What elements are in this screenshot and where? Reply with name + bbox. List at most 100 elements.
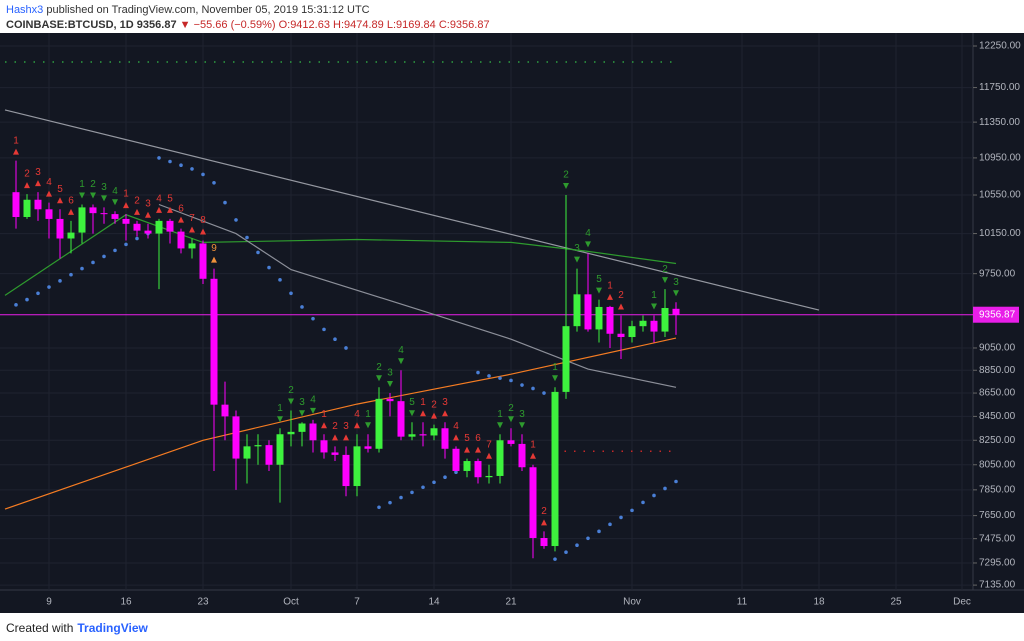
chart: 12250.00 11750.00 11350.00 10950.00 10550.00…	[0, 33, 1024, 613]
x-tick-label: 14	[428, 597, 440, 608]
td-count: 2	[508, 403, 514, 414]
y-tick-label: 9050.00	[979, 343, 1016, 354]
x-tick-label: 11	[737, 597, 748, 608]
candle-body	[617, 333, 625, 338]
sar-dot	[564, 550, 568, 555]
td-triangle	[541, 519, 547, 526]
candle-body	[221, 404, 229, 417]
ohlc: O:9412.63 H:9474.89 L:9169.84 C:9356.87	[278, 19, 490, 31]
td-count: 3	[519, 409, 525, 420]
td-count: 1	[497, 409, 503, 420]
candle-body	[452, 448, 460, 471]
candle-body	[78, 207, 86, 233]
candle-body	[551, 391, 559, 547]
author[interactable]: Hashx3	[6, 4, 44, 16]
sar-dot	[80, 266, 84, 271]
td-triangle	[618, 303, 624, 310]
sar-dot	[597, 529, 601, 534]
td-count: 3	[387, 368, 393, 379]
td-count: 3	[299, 397, 305, 408]
td-triangle	[90, 192, 96, 199]
td-triangle	[200, 228, 206, 235]
candle-body	[386, 398, 394, 402]
sar-dot	[509, 378, 513, 383]
td-triangle	[431, 412, 437, 419]
candle-body	[122, 218, 130, 224]
td-count: 7	[486, 439, 492, 450]
td-triangle	[519, 422, 525, 429]
td-count: 9	[211, 243, 217, 254]
sar-dot	[663, 486, 667, 491]
sar-dot	[190, 167, 194, 171]
sar-dot	[377, 505, 381, 510]
td-count: 4	[398, 345, 404, 356]
td-triangle	[563, 183, 569, 190]
candle-body	[309, 423, 317, 441]
x-tick-label: 23	[197, 597, 209, 608]
td-triangle	[486, 452, 492, 459]
y-tick-label: 8850.00	[979, 365, 1016, 376]
td-count: 5	[464, 433, 470, 444]
td-count: 1	[552, 362, 558, 373]
td-triangle	[112, 199, 118, 206]
td-triangle	[167, 206, 173, 213]
sar-dot	[641, 500, 645, 505]
candle-body	[12, 192, 20, 218]
td-triangle	[46, 190, 52, 197]
sar-dot	[245, 235, 249, 240]
candle-body	[463, 461, 471, 471]
candle-body	[661, 308, 669, 332]
y-tick-label: 11750.00	[979, 82, 1020, 93]
td-triangle	[123, 202, 129, 209]
td-count: 1	[321, 409, 327, 420]
td-count: 2	[90, 179, 96, 190]
sar-dot	[443, 475, 447, 480]
td-triangle	[651, 303, 657, 310]
td-count: 3	[442, 397, 448, 408]
sar-dot	[14, 303, 18, 307]
y-tick-label: 7135.00	[979, 580, 1016, 591]
sar-dot	[311, 316, 315, 321]
td-triangle	[288, 398, 294, 405]
x-tick-label: 9	[46, 597, 52, 608]
candle-body	[397, 401, 405, 437]
td-count: 4	[46, 177, 52, 188]
td-count: 2	[134, 196, 140, 207]
td-triangle	[497, 422, 503, 429]
sar-dot	[542, 391, 546, 395]
td-count: 7	[189, 213, 195, 224]
sar-dot	[674, 479, 678, 484]
sar-dot	[586, 536, 590, 541]
candle-body	[56, 218, 64, 239]
candle-body	[100, 213, 108, 215]
candle-body	[232, 416, 240, 459]
td-triangle	[79, 192, 85, 199]
td-count: 2	[618, 290, 624, 301]
y-tick-label: 8450.00	[979, 411, 1016, 422]
td-triangle	[365, 422, 371, 429]
td-triangle	[420, 410, 426, 417]
td-count: 4	[585, 228, 591, 239]
candle-body	[408, 434, 416, 437]
sar-dot	[36, 291, 40, 296]
candle-body	[276, 434, 284, 465]
y-tick-label: 10550.00	[979, 190, 1021, 201]
sar-dot	[344, 346, 348, 350]
sar-dot	[619, 515, 623, 520]
candle-body	[353, 446, 361, 487]
brand[interactable]: TradingView	[77, 621, 148, 635]
td-triangle	[508, 416, 514, 423]
x-tick-label: 16	[120, 597, 132, 608]
td-count: 3	[343, 421, 349, 432]
sar-dot	[25, 297, 29, 302]
candle-body	[287, 431, 295, 435]
candle-body	[188, 243, 196, 249]
candle-body	[210, 278, 218, 405]
background	[0, 33, 1024, 613]
y-tick-label: 8650.00	[979, 388, 1016, 399]
td-count: 5	[57, 184, 63, 195]
candle-body	[166, 220, 174, 232]
last-price-box	[973, 306, 1019, 323]
candle-body	[111, 214, 119, 219]
td-count: 3	[145, 198, 151, 209]
